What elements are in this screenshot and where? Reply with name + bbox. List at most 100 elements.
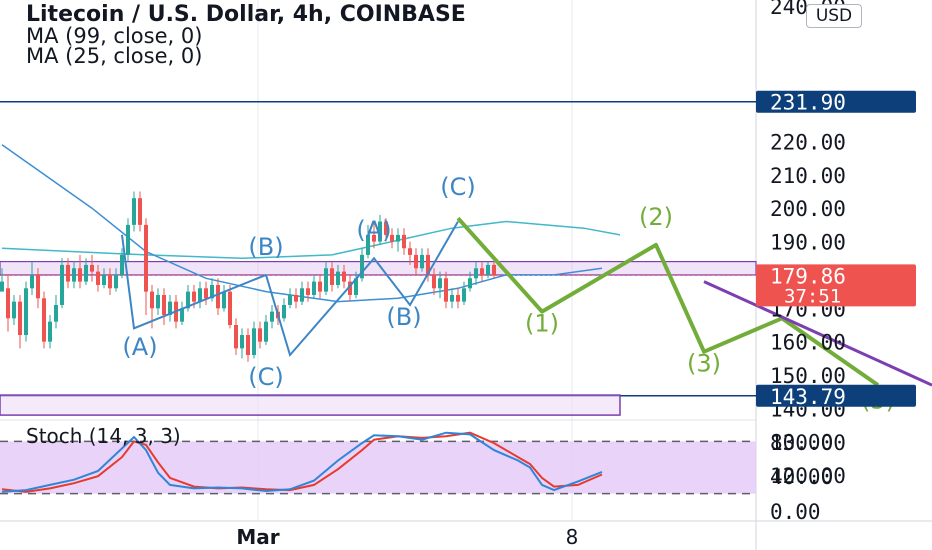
candle-body [54, 304, 58, 322]
candle-body [18, 301, 22, 336]
candle-body [402, 234, 406, 249]
candle-body [150, 291, 154, 309]
candle-body [108, 274, 112, 289]
candle-body [330, 268, 334, 285]
wave-label: (2) [639, 203, 673, 231]
candle-body [48, 321, 52, 342]
candle-body [30, 274, 34, 289]
candle-body [324, 268, 328, 292]
wave-label: (1) [525, 310, 559, 338]
candle-body [156, 294, 160, 309]
stoch-k-line [1, 431, 603, 493]
wave-label: (A) [122, 333, 157, 361]
time-tick-label: 8 [566, 525, 579, 549]
stoch-band [0, 441, 756, 494]
candle-body [288, 294, 292, 305]
wave-label: (C) [440, 173, 475, 201]
candle-body [486, 264, 490, 275]
candle-body [408, 248, 412, 255]
price-tick-label: 160.00 [770, 331, 846, 355]
candle-body [306, 288, 310, 295]
candle-body [138, 198, 142, 225]
candle-body [384, 221, 388, 235]
horizontal-line-top-price-label: 231.90 [770, 91, 846, 115]
candle-body [186, 291, 190, 309]
wave-label: (A) [356, 216, 391, 244]
candle-body [234, 324, 238, 349]
candle-body [366, 234, 370, 255]
candle-body [456, 294, 460, 302]
candle-body [438, 278, 442, 289]
candle-body [492, 264, 496, 275]
candle-body [360, 254, 364, 279]
price-tick-label: 190.00 [770, 231, 846, 255]
candle-body [12, 301, 16, 319]
last-price-box [756, 264, 916, 307]
candle-body [60, 264, 64, 305]
candle-body [258, 328, 262, 342]
candle-body [120, 254, 124, 275]
candle-body [252, 328, 256, 356]
wave-label: (B) [386, 303, 421, 331]
price-tick-label: 210.00 [770, 164, 846, 188]
candle-body [282, 304, 286, 319]
candle-body [204, 288, 208, 299]
candle-body [444, 278, 448, 302]
candle-body [372, 234, 376, 242]
candle-body [312, 281, 316, 295]
candle-body [6, 288, 10, 319]
candle-body [222, 291, 226, 309]
price-tick-label: 120.00 [770, 464, 846, 488]
candle-body [432, 274, 436, 289]
ma-99-legend[interactable]: MA (99, close, 0) [26, 24, 203, 48]
candle-body [354, 278, 358, 295]
candle-body [474, 268, 478, 279]
candle-body [450, 294, 454, 302]
candle-body [96, 271, 100, 285]
wave-label: (3) [687, 350, 721, 378]
price-tick-label: 200.00 [770, 197, 846, 221]
candle-body [378, 221, 382, 242]
candle-body [264, 321, 268, 342]
horizontal-line-bottom-price-box [756, 384, 916, 407]
stoch-tick-label: 0.00 [770, 500, 821, 524]
moving-averages [1, 144, 621, 303]
last-price-label: 179.86 [770, 264, 846, 288]
stoch-d-line [1, 431, 603, 493]
candle-body [192, 291, 196, 302]
candle-body [462, 288, 466, 302]
candle-body [42, 298, 46, 342]
candle-body [66, 264, 70, 282]
candle-body [180, 308, 184, 322]
candle-body [318, 281, 322, 292]
candle-body [36, 274, 40, 299]
wave-line-blue [265, 221, 459, 358]
candle-body [90, 264, 94, 272]
stoch-legend[interactable]: Stoch (14, 3, 3) [26, 424, 181, 448]
ma-25-legend[interactable]: MA (25, close, 0) [26, 44, 203, 68]
price-tick-label: 220.00 [770, 130, 846, 154]
chart-title: Litecoin / U.S. Dollar, 4h, COINBASE [26, 2, 466, 27]
candle-body [114, 274, 118, 289]
candle-body [228, 291, 232, 325]
zone-layer [0, 100, 757, 416]
candle-body [162, 294, 166, 315]
currency-button[interactable]: USD [806, 4, 862, 28]
candle-body [348, 281, 352, 295]
horizontal-line-top-price-box [756, 90, 916, 113]
candle-body [0, 281, 4, 292]
wave-label: (C) [248, 363, 283, 391]
candle-body [426, 254, 430, 275]
candle-body [72, 268, 76, 282]
candle-body [390, 234, 394, 242]
candle-body [246, 335, 250, 356]
candle-body [396, 234, 400, 242]
candlesticks [0, 191, 496, 362]
stochastic-panel [0, 431, 756, 495]
candle-body [132, 198, 136, 225]
candle-body [126, 224, 130, 255]
stoch-tick-label: 80.00 [770, 430, 833, 454]
time-tick-label: Mar [236, 525, 279, 549]
candle-body [84, 264, 88, 282]
